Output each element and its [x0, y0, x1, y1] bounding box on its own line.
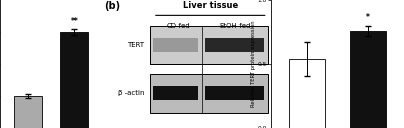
- Text: β -actin: β -actin: [118, 90, 145, 96]
- Bar: [61, 32, 88, 128]
- Bar: [149, 74, 268, 113]
- Bar: [153, 86, 198, 100]
- Text: CD-fed: CD-fed: [166, 23, 190, 29]
- Text: (b): (b): [104, 1, 120, 11]
- Y-axis label: Relative TERT protein expression: Relative TERT protein expression: [251, 21, 256, 107]
- Bar: [205, 86, 264, 100]
- Bar: [289, 59, 326, 128]
- Bar: [153, 38, 198, 52]
- Text: **: **: [71, 17, 78, 26]
- Text: *: *: [366, 13, 370, 22]
- Bar: [149, 26, 268, 64]
- Text: TERT: TERT: [127, 42, 145, 48]
- Bar: [14, 96, 42, 128]
- Text: Liver tissue: Liver tissue: [183, 1, 238, 10]
- Bar: [205, 38, 264, 52]
- Bar: [349, 31, 386, 128]
- Text: EtOH-fed: EtOH-fed: [220, 23, 251, 29]
